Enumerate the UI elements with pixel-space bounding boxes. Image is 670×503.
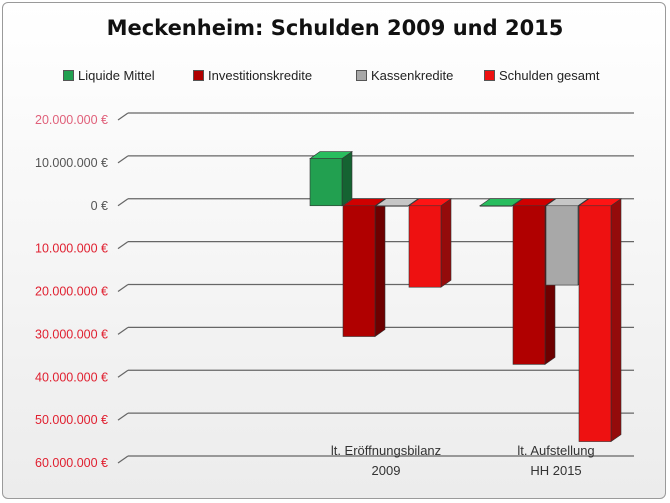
x-category-label: lt. Aufstellung (517, 443, 594, 458)
y-tick-label: 30.000.000 € (35, 327, 108, 341)
gridline-edge (117, 198, 129, 207)
legend-swatch-kassenkredite (356, 69, 367, 81)
legend-label-investitionskredite: Investitionskredite (208, 67, 313, 83)
legend-label-kassenkredite: Kassenkredite (371, 67, 454, 83)
x-category-label: 2009 (372, 463, 401, 478)
legend-item-kassenkredite: Kassenkredite (356, 67, 454, 83)
gridline-edge (117, 241, 129, 250)
chart-title: Meckenheim: Schulden 2009 und 2015 (106, 16, 564, 40)
legend-swatch-liquide-mittel (63, 69, 74, 81)
gridline-edge (117, 112, 129, 121)
y-tick-label: 10.000.000 € (35, 242, 108, 256)
bar-kassenkredite-2 (545, 205, 579, 286)
legend-label-liquide-mittel: Liquide Mittel (78, 67, 155, 83)
x-category-label: HH 2015 (530, 463, 581, 478)
bar-liquide-mittel-1 (309, 158, 343, 207)
gridline-edge (117, 155, 129, 164)
bar-liquide-mittel-2-top (479, 198, 523, 207)
gridline-edge (117, 284, 129, 292)
bar-schulden-gesamt-2-side (610, 198, 622, 443)
bar-schulden-gesamt-2-top (578, 198, 622, 207)
legend-swatch-schulden-gesamt (484, 69, 495, 81)
legend-swatch-investitionskredite (193, 69, 204, 81)
gridline-edge (117, 412, 129, 421)
y-tick-label: 20.000.000 € (35, 113, 108, 127)
gridline-edge (117, 326, 129, 335)
legend-item-liquide-mittel: Liquide Mittel (63, 67, 155, 83)
legend-item-schulden-gesamt: Schulden gesamt (484, 67, 600, 83)
y-tick-label: 20.000.000 € (35, 285, 108, 299)
bar-kassenkredite-2-top (545, 198, 589, 207)
legend-label-schulden-gesamt: Schulden gesamt (499, 67, 600, 83)
bar-investitionskredite-2 (512, 205, 546, 365)
bar-liquide-mittel-1-side (341, 151, 353, 207)
bar-investitionskredite-2-top (512, 198, 556, 207)
gridline-edge (117, 369, 129, 378)
bar-liquide-mittel-1-top (309, 151, 353, 159)
y-tick-label: 60.000.000 € (35, 456, 108, 470)
legend: Liquide Mittel Investitionskredite Kasse… (0, 0, 670, 100)
bar-schulden-gesamt-1-top (408, 198, 452, 207)
y-tick-label: 40.000.000 € (35, 370, 108, 384)
x-category-label: lt. Eröffnungsbilanz (331, 443, 441, 458)
bar-schulden-gesamt-1 (408, 205, 442, 288)
gridline-edge (117, 455, 129, 464)
bar-investitionskredite-1 (342, 205, 376, 337)
bar-kassenkredite-1-top (375, 198, 419, 207)
y-tick-label: 50.000.000 € (35, 413, 108, 427)
bar-investitionskredite-1-side (374, 198, 386, 338)
legend-item-investitionskredite: Investitionskredite (193, 67, 313, 83)
y-tick-label: 10.000.000 € (35, 156, 108, 170)
y-tick-label: 0 € (91, 199, 108, 213)
bar-schulden-gesamt-2 (578, 205, 612, 442)
bar-schulden-gesamt-1-side (440, 198, 452, 288)
bar-investitionskredite-1-top (342, 198, 386, 207)
